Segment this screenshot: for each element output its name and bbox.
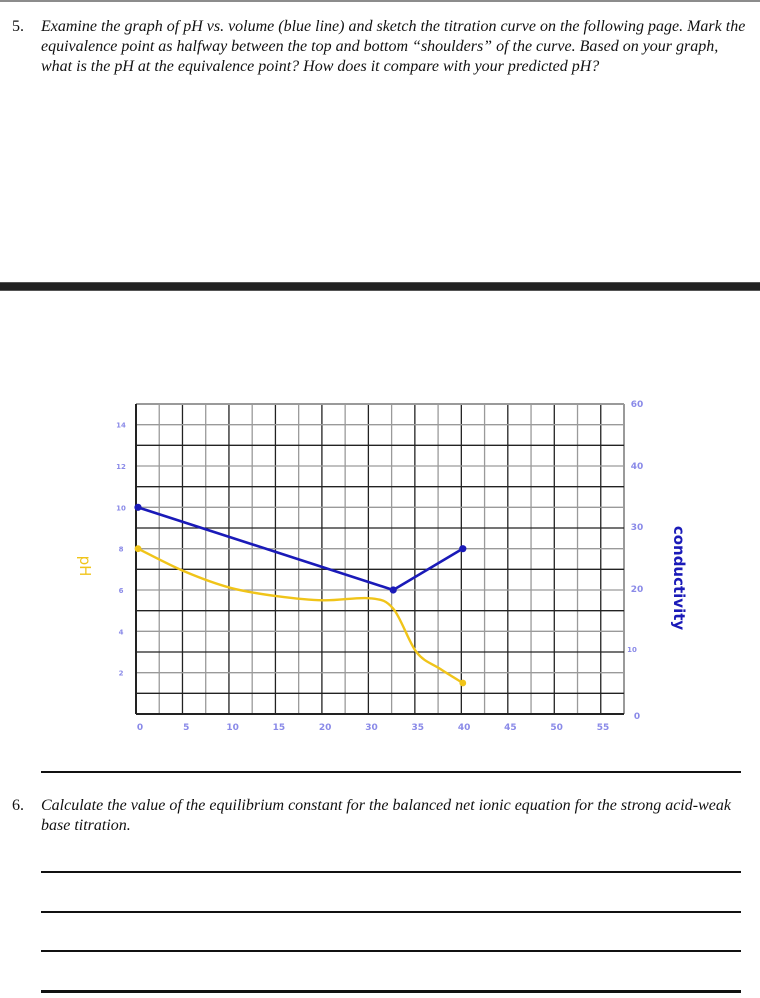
- x-tick-label: 40: [458, 723, 471, 733]
- ph-curve: [136, 547, 464, 685]
- page-divider: [0, 282, 760, 291]
- answer-line[interactable]: [41, 871, 741, 873]
- x-tick-label: 5: [183, 723, 189, 733]
- answer-line[interactable]: [41, 771, 741, 773]
- y-left-tick-label: 4: [119, 628, 124, 636]
- x-tick-label: 45: [504, 723, 517, 733]
- question-5: 5. Examine the graph of pH vs. volume (b…: [12, 17, 747, 97]
- question-6: 6. Calculate the value of the equilibriu…: [12, 796, 747, 836]
- y-left-tick-label: 8: [119, 546, 124, 554]
- conductivity-point: [389, 586, 397, 594]
- question-5-number: 5.: [12, 18, 24, 35]
- y-left-tick-label: 6: [119, 587, 124, 595]
- question-5-text: Examine the graph of pH vs. volume (blue…: [41, 18, 746, 75]
- x-tick-label: 35: [412, 723, 425, 733]
- x-tick-label: 30: [365, 723, 378, 733]
- x-tick-label: 0: [137, 723, 143, 733]
- question-6-number: 6.: [12, 797, 24, 814]
- y-right-tick-label: 0: [634, 712, 640, 722]
- y-left-tick-label: 14: [116, 422, 126, 430]
- page-top-border: [0, 0, 760, 2]
- conductivity-point: [459, 545, 467, 553]
- chart-series: [134, 503, 467, 687]
- titration-chart: 0 5 10 15 20 30 35 40 45 50 55 2 4 6 8 10 12 14 0 10 20 30 40 6…: [76, 400, 688, 733]
- y-right-tick-label: 60: [631, 400, 644, 410]
- question-6-text: Calculate the value of the equilibrium c…: [41, 797, 731, 834]
- y-left-tick-label: 2: [119, 670, 124, 678]
- answer-line[interactable]: [41, 911, 741, 913]
- answer-line[interactable]: [41, 990, 741, 993]
- x-tick-label: 15: [273, 723, 286, 733]
- y-right-tick-label: 20: [631, 585, 644, 595]
- x-tick-label: 20: [319, 723, 332, 733]
- x-tick-label: 55: [597, 723, 610, 733]
- x-tick-label: 10: [226, 723, 239, 733]
- y-right-tick-label: 10: [627, 646, 637, 654]
- conductivity-point: [134, 503, 142, 511]
- y-axis-left-label: pH: [76, 556, 94, 577]
- chart-grid: [135, 403, 625, 715]
- y-axis-right-label: conductivity: [670, 526, 688, 631]
- y-left-tick-label: 10: [116, 504, 126, 512]
- answer-line[interactable]: [41, 950, 741, 952]
- y-left-tick-label: 12: [116, 463, 126, 471]
- x-tick-label: 50: [550, 723, 563, 733]
- y-right-tick-label: 30: [631, 523, 644, 533]
- y-right-tick-label: 40: [631, 462, 644, 472]
- chart-tick-labels: 0 5 10 15 20 30 35 40 45 50 55 2 4 6 8 10 12 14 0 10 20 30 40 6…: [116, 400, 643, 733]
- ph-curve-endpoint: [134, 545, 142, 553]
- ph-curve-endpoint: [459, 679, 467, 687]
